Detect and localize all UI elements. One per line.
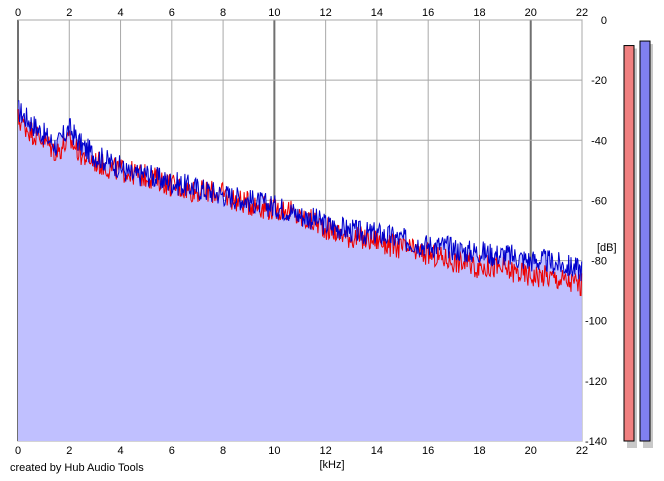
level-meter-bar — [623, 45, 635, 442]
x-tick-label: 16 — [422, 445, 434, 457]
y-tick-label: -80 — [591, 256, 607, 268]
x-tick-label: 22 — [576, 7, 588, 19]
x-tick-labels-top: 0 2 4 6 8 10 12 14 16 18 20 22 — [15, 7, 588, 19]
y-tick-label: -40 — [591, 135, 607, 147]
x-tick-label: 12 — [320, 7, 332, 19]
x-tick-label: 14 — [371, 7, 383, 19]
x-tick-label: 2 — [66, 445, 72, 457]
y-tick-label: -140 — [585, 436, 607, 448]
y-tick-label: 0 — [601, 15, 607, 27]
x-tick-label: 0 — [15, 445, 21, 457]
x-tick-label: 20 — [525, 445, 537, 457]
x-tick-label: 10 — [268, 445, 280, 457]
level-meters — [623, 40, 653, 449]
x-tick-label: 18 — [473, 445, 485, 457]
x-tick-label: 14 — [371, 445, 383, 457]
credit-text: created by Hub Audio Tools — [10, 462, 144, 474]
x-tick-label: 18 — [473, 7, 485, 19]
x-tick-label: 2 — [66, 7, 72, 19]
y-axis-title: [dB] — [597, 242, 617, 254]
spectrum-series-line — [17, 100, 583, 282]
y-tick-label: -60 — [591, 195, 607, 207]
spectrum-lines-layer — [17, 100, 583, 297]
level-meter-bar — [639, 40, 651, 442]
spectrum-series-line — [17, 109, 583, 297]
y-tick-label: -20 — [591, 75, 607, 87]
x-axis-title: [kHz] — [319, 459, 344, 471]
x-tick-label: 22 — [576, 445, 588, 457]
x-tick-label: 4 — [117, 7, 123, 19]
x-tick-label: 12 — [320, 445, 332, 457]
x-tick-label: 6 — [169, 7, 175, 19]
x-tick-label: 16 — [422, 7, 434, 19]
x-tick-label: 10 — [268, 7, 280, 19]
y-tick-label: -100 — [585, 316, 607, 328]
x-tick-labels-bottom: 0 2 4 6 8 10 12 14 16 18 20 22 — [15, 445, 588, 457]
x-tick-label: 8 — [220, 7, 226, 19]
x-tick-label: 4 — [117, 445, 123, 457]
x-tick-label: 0 — [15, 7, 21, 19]
y-tick-labels: 0 -20 -40 -60 -80 -100 -120 -140 — [585, 15, 607, 448]
x-tick-label: 20 — [525, 7, 537, 19]
x-tick-label: 6 — [169, 445, 175, 457]
y-tick-label: -120 — [585, 376, 607, 388]
x-tick-label: 8 — [220, 445, 226, 457]
